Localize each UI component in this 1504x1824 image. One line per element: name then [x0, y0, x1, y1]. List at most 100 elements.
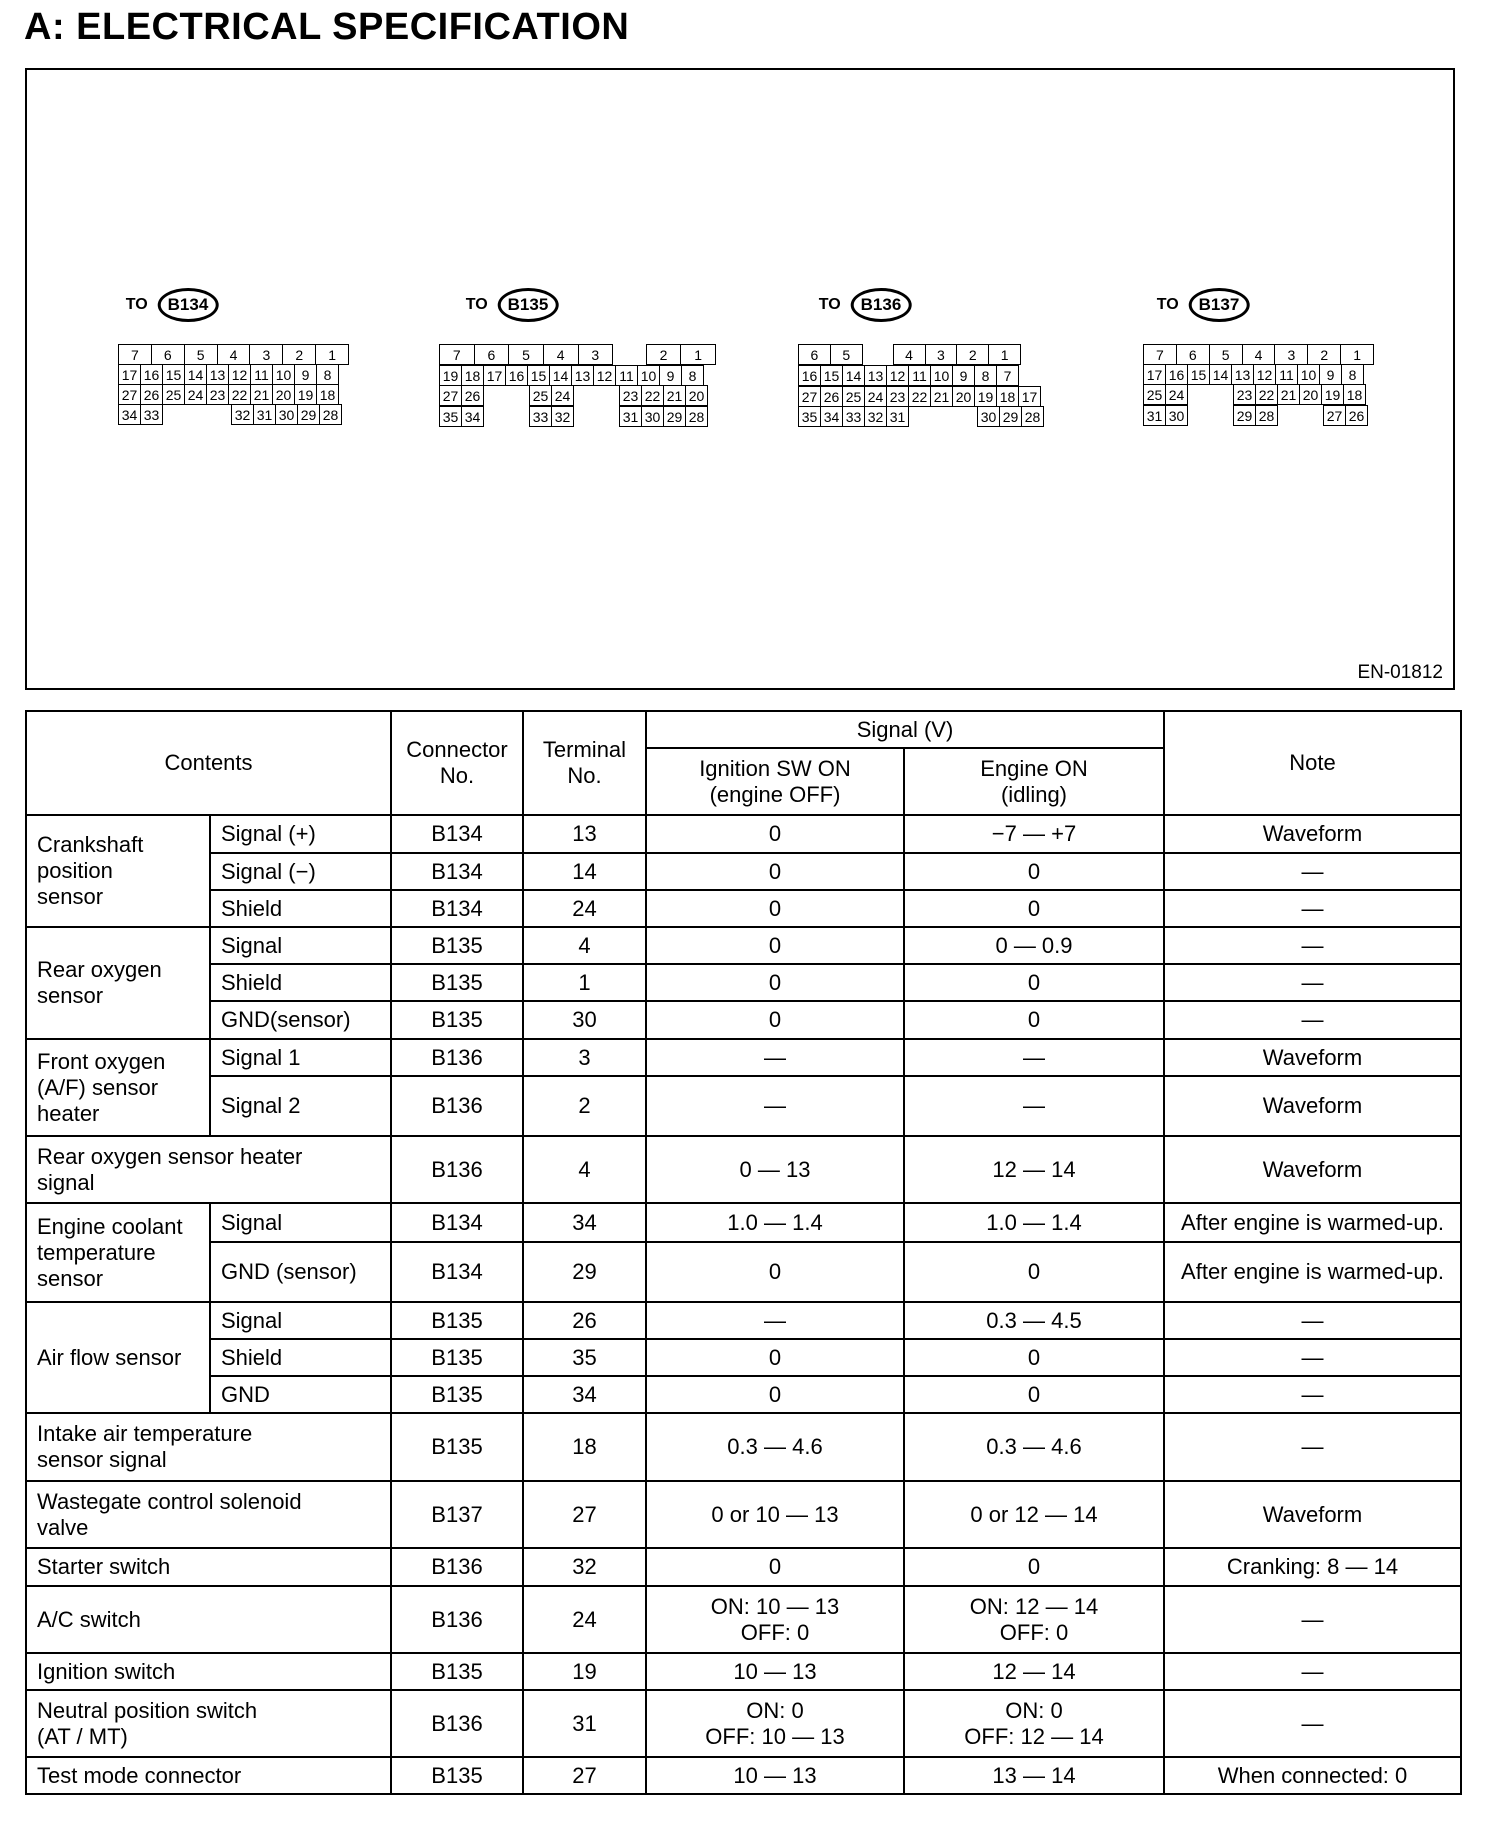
connector-no-cell: B136: [390, 1689, 524, 1758]
engine-on-signal-cell: 0: [903, 1241, 1165, 1303]
terminal-cell: 16: [798, 365, 821, 386]
note-cell: Waveform: [1163, 814, 1462, 854]
contents-cell: Ignition switch: [25, 1652, 392, 1691]
terminal-cell: 29: [999, 406, 1022, 427]
terminal-cell: 34: [461, 406, 484, 427]
figure-code: EN-01812: [1357, 662, 1443, 683]
terminal-cell: 13: [206, 364, 229, 385]
terminal-cell: 34: [820, 406, 843, 427]
connector-b137: 7 6 5 4 3 2 1 17 16 15 14 13 12 11 10 9 8 25 24 23 22 21 20 19 1…: [1143, 344, 1375, 426]
terminal-cell: 15: [1187, 364, 1210, 385]
table-row: Shield B135 35 0 0—: [26, 1338, 1462, 1377]
note-cell: —: [1163, 1412, 1462, 1482]
terminal-gap: [862, 344, 893, 365]
engine-on-signal-cell: 12 — 14: [903, 1135, 1165, 1204]
note-cell: —: [1163, 1000, 1462, 1040]
terminal-cell: 13: [1231, 364, 1254, 385]
terminal-cell: 19: [294, 384, 317, 405]
terminal-cell: 2: [956, 344, 990, 365]
engine-on-signal-cell: 0.3 — 4.5: [903, 1301, 1165, 1340]
terminal-cell: 29: [1233, 405, 1256, 426]
terminal-cell: 35: [798, 406, 821, 427]
contents-cell: Rear oxygen sensor heater signal: [25, 1135, 392, 1204]
terminal-no-cell: 18: [522, 1412, 647, 1482]
connector-no-cell: B134: [390, 852, 524, 891]
terminal-cell: 5: [829, 344, 863, 365]
to-text: TO: [465, 296, 488, 313]
connector-no-cell: B135: [390, 926, 524, 965]
terminal-cell: 23: [206, 384, 229, 405]
note-cell: —: [1163, 1689, 1462, 1758]
table-row: GND (sensor) B134 29 0 0 After engine is warm…: [26, 1241, 1462, 1303]
connector-no-cell: B135: [390, 1301, 524, 1340]
contents-cell: Crankshaft position sensor: [25, 814, 211, 928]
terminal-cell: 10: [930, 365, 953, 386]
sub-item-cell: Signal: [209, 926, 392, 965]
terminal-cell: 26: [140, 384, 163, 405]
table-row: Engine coolant temperature sensor Signal B…: [25, 1202, 1462, 1303]
terminal-cell: 12: [593, 365, 616, 386]
ignition-on-signal-cell: 0 or 10 — 13: [645, 1480, 905, 1549]
note-cell: —: [1163, 1301, 1462, 1340]
terminal-cell: 2: [1307, 344, 1342, 365]
terminal-cell: 25: [162, 384, 185, 405]
terminal-cell: 27: [798, 386, 821, 407]
terminal-cell: 27: [118, 384, 141, 405]
terminal-cell: 7: [1143, 344, 1177, 365]
terminal-gap: [185, 404, 208, 425]
connector-no-cell: B134: [390, 1202, 524, 1243]
terminal-cell: 14: [184, 364, 207, 385]
terminal-cell: 23: [619, 385, 642, 406]
terminal-no-cell: 24: [522, 1585, 647, 1654]
terminal-cell: 12: [886, 365, 909, 386]
terminal-cell: 20: [685, 385, 708, 406]
terminal-cell: 12: [1253, 364, 1276, 385]
ignition-on-signal-cell: 0: [645, 1375, 905, 1414]
terminal-cell: 17: [483, 365, 506, 386]
terminal-cell: 18: [461, 365, 484, 386]
sub-item-cell: Signal (+): [209, 814, 392, 854]
ignition-on-signal-cell: 0.3 — 4.6: [645, 1412, 905, 1482]
terminal-cell: 26: [1345, 405, 1368, 426]
terminal-cell: 15: [162, 364, 185, 385]
terminal-cell: 33: [140, 404, 163, 425]
terminal-cell: 1: [1340, 344, 1375, 365]
terminal-cell: 3: [577, 344, 614, 365]
terminal-cell: 19: [439, 365, 462, 386]
terminal-cell: 9: [659, 365, 682, 386]
sub-item-cell: GND: [209, 1375, 392, 1414]
terminal-cell: 9: [294, 364, 317, 385]
engine-on-signal-cell: 0.3 — 4.6: [903, 1412, 1165, 1482]
terminal-no-cell: 30: [522, 1000, 647, 1040]
engine-on-signal-cell: 13 — 14: [903, 1756, 1165, 1795]
connector-no-cell: B135: [390, 963, 524, 1002]
ignition-on-signal-cell: 1.0 — 1.4: [645, 1202, 905, 1243]
terminal-gap: [1187, 405, 1210, 426]
ignition-on-signal-cell: 10 — 13: [645, 1756, 905, 1795]
terminal-cell: 28: [685, 406, 708, 427]
ignition-on-signal-cell: ON: 0 OFF: 10 — 13: [645, 1689, 905, 1758]
terminal-cell: 1: [315, 344, 350, 365]
table-row: Signal (−) B134 14 0 0—: [26, 852, 1462, 891]
contents-cell: Starter switch: [25, 1547, 392, 1587]
table-row: Air flow sensor Signal B135 26—0.3 — 4.5—: [25, 1301, 1462, 1414]
terminal-gap: [162, 404, 185, 425]
terminal-cell: 32: [231, 404, 254, 425]
connector-b135: 7 6 5 4 3 2 1 19 18 17 16 15 14 13 12 11 10 9 8 27 26 25 24 23 2…: [439, 344, 716, 427]
terminal-cell: 5: [508, 344, 544, 365]
connector-no-cell: B134: [390, 889, 524, 928]
table-row: Intake air temperature sensor signal B135…: [25, 1412, 1462, 1482]
terminal-no-cell: 4: [522, 1135, 647, 1204]
table-row: A/C switch B136 24 ON: 10 — 13 OFF: 0 ON: 12…: [25, 1585, 1462, 1654]
terminal-no-cell: 34: [522, 1202, 647, 1243]
note-cell: —: [1163, 1585, 1462, 1654]
sub-item-cell: Signal 2: [209, 1075, 392, 1137]
terminal-cell: 16: [1165, 364, 1188, 385]
terminal-cell: 4: [542, 344, 579, 365]
contents-cell: Rear oxygen sensor: [25, 926, 211, 1040]
terminal-no-cell: 14: [522, 852, 647, 891]
note-cell: Waveform: [1163, 1038, 1462, 1077]
terminal-cell: 11: [1275, 364, 1298, 385]
terminal-gap: [1300, 405, 1323, 426]
connector-no-cell: B134: [390, 1241, 524, 1303]
